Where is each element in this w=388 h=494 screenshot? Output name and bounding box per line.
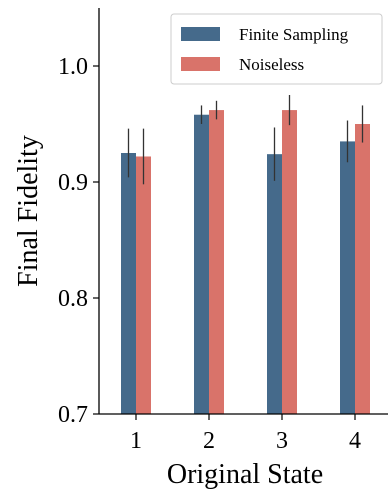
y-axis-label: Final Fidelity [13,135,44,287]
legend-label-finite-sampling: Finite Sampling [239,25,349,44]
bar-noiseless-2 [209,110,224,414]
y-tick-label: 0.7 [58,402,88,428]
bar-finite-sampling-2 [194,114,209,414]
bar-finite-sampling-1 [121,153,136,414]
bar-noiseless-3 [282,110,297,414]
bar-noiseless-4 [355,124,370,414]
bar-noiseless-1 [136,156,151,415]
y-tick-label: 1.0 [58,54,88,80]
x-tick-label: 4 [349,428,361,454]
plot-area: 0.7 0.8 0.9 1.0 1 2 3 4 [58,8,388,454]
bar-finite-sampling-4 [340,141,355,414]
legend-label-noiseless: Noiseless [239,55,304,74]
x-tick-label: 3 [276,428,288,454]
legend: Finite Sampling Noiseless [170,13,383,85]
x-axis-label: Original State [167,459,323,490]
legend-box [170,13,383,85]
bar-finite-sampling-3 [267,154,282,414]
legend-swatch-noiseless [181,57,220,71]
y-tick-label: 0.8 [58,286,88,312]
x-tick-label: 2 [203,428,215,454]
x-tick-label: 1 [130,428,142,454]
y-tick-label: 0.9 [58,170,88,196]
legend-swatch-finite-sampling [181,27,220,41]
